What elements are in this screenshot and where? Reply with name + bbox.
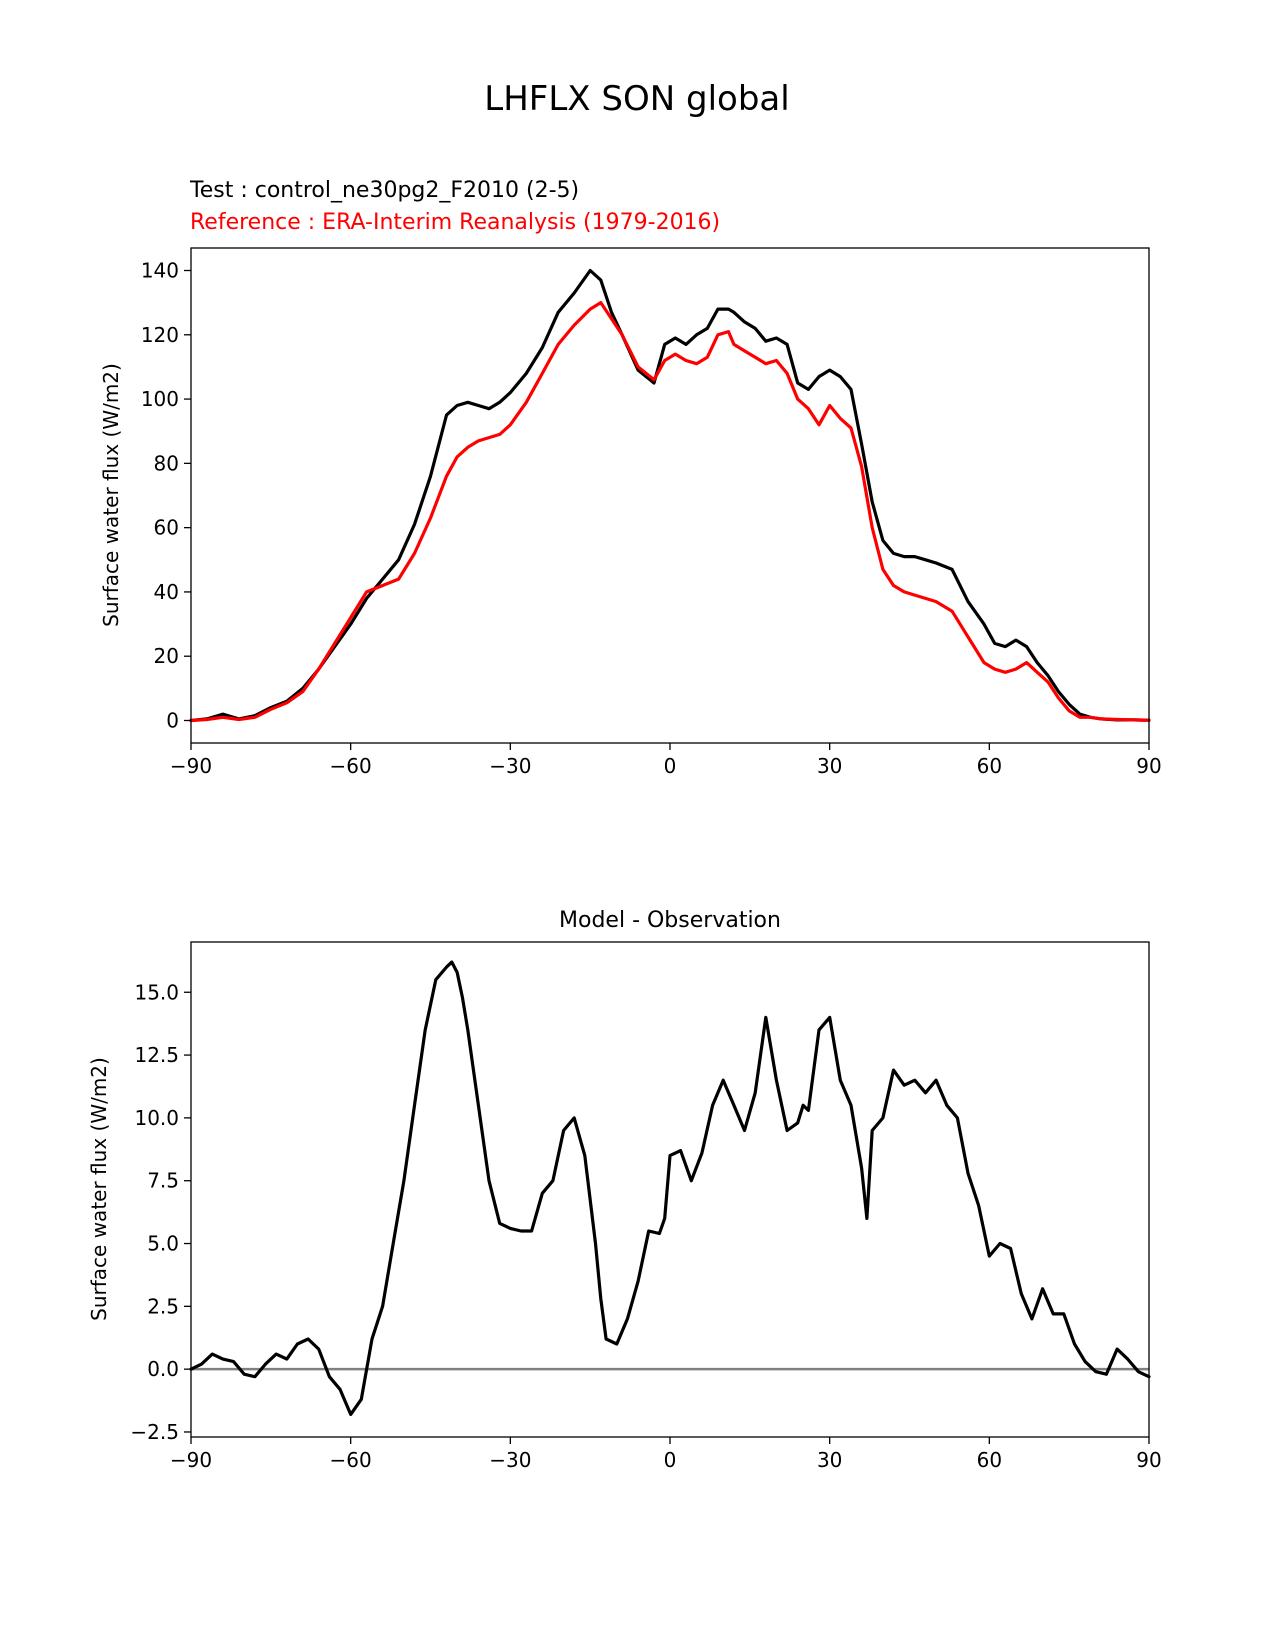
lower-panel: Model - Observation −90 −60 −30 0 30 60 90 −2.5… (87, 908, 1162, 1472)
test-label: Test : control_ne30pg2_F2010 (2-5) (189, 178, 579, 203)
upper-series-reference-line (189, 301, 1151, 723)
upper-xtick-label: −90 (170, 754, 212, 778)
lower-plot-area: −90 −60 −30 0 30 60 90 −2.5 0.0 2.5 5.0 7.5 10.0 12.5… (130, 960, 1162, 1472)
upper-xtick-label: −60 (330, 754, 372, 778)
lower-xtick-label: −30 (489, 1448, 531, 1472)
lower-ytick-label: 2.5 (147, 1294, 179, 1318)
lower-xtick-label: 90 (1136, 1448, 1161, 1472)
upper-ylabel: Surface water flux (W/m2) (99, 363, 123, 627)
lower-ytick-label: 15.0 (134, 980, 179, 1004)
upper-xtick-label: 30 (817, 754, 842, 778)
upper-ytick-label: 40 (154, 580, 179, 604)
lower-ytick-label: 0.0 (147, 1357, 179, 1381)
upper-axes-frame (190, 247, 1150, 744)
lower-ytick-label: 5.0 (147, 1232, 179, 1256)
upper-ytick-label: 100 (141, 387, 179, 411)
lower-ytick-label: 10.0 (134, 1106, 179, 1130)
lower-xtick-label: −60 (330, 1448, 372, 1472)
reference-label: Reference : ERA-Interim Reanalysis (1979… (190, 210, 720, 235)
upper-ytick-label: 20 (154, 644, 179, 668)
upper-ytick-label: 80 (154, 451, 179, 475)
lower-ytick-label: 12.5 (134, 1043, 179, 1067)
lower-xtick-label: −90 (170, 1448, 212, 1472)
upper-panel: Test : control_ne30pg2_F2010 (2-5) Refer… (99, 178, 1162, 778)
lower-title: Model - Observation (559, 908, 781, 933)
upper-xtick-label: 0 (664, 754, 677, 778)
upper-plot-area: −90 −60 −30 0 30 60 90 0 20 40 60 80 100 120 140 (141, 259, 1162, 779)
figure-title: LHFLX SON global (484, 79, 789, 119)
lower-axes-frame (190, 941, 1150, 1438)
upper-xtick-label: 60 (977, 754, 1002, 778)
upper-xtick-label: 90 (1136, 754, 1161, 778)
lower-xtick-label: 0 (664, 1448, 677, 1472)
upper-xtick-label: −30 (489, 754, 531, 778)
lower-series-model-observation-line (189, 960, 1151, 1417)
lower-ylabel: Surface water flux (W/m2) (87, 1057, 111, 1321)
upper-series-test-line (189, 268, 1151, 723)
upper-ytick-label: 140 (141, 259, 179, 283)
lower-ytick-label: −2.5 (130, 1420, 179, 1444)
upper-ytick-label: 120 (141, 323, 179, 347)
upper-ytick-label: 60 (154, 516, 179, 540)
lower-xtick-label: 30 (817, 1448, 842, 1472)
upper-ytick-label: 0 (166, 709, 179, 733)
lower-xtick-label: 60 (977, 1448, 1002, 1472)
lower-ytick-label: 7.5 (147, 1169, 179, 1193)
